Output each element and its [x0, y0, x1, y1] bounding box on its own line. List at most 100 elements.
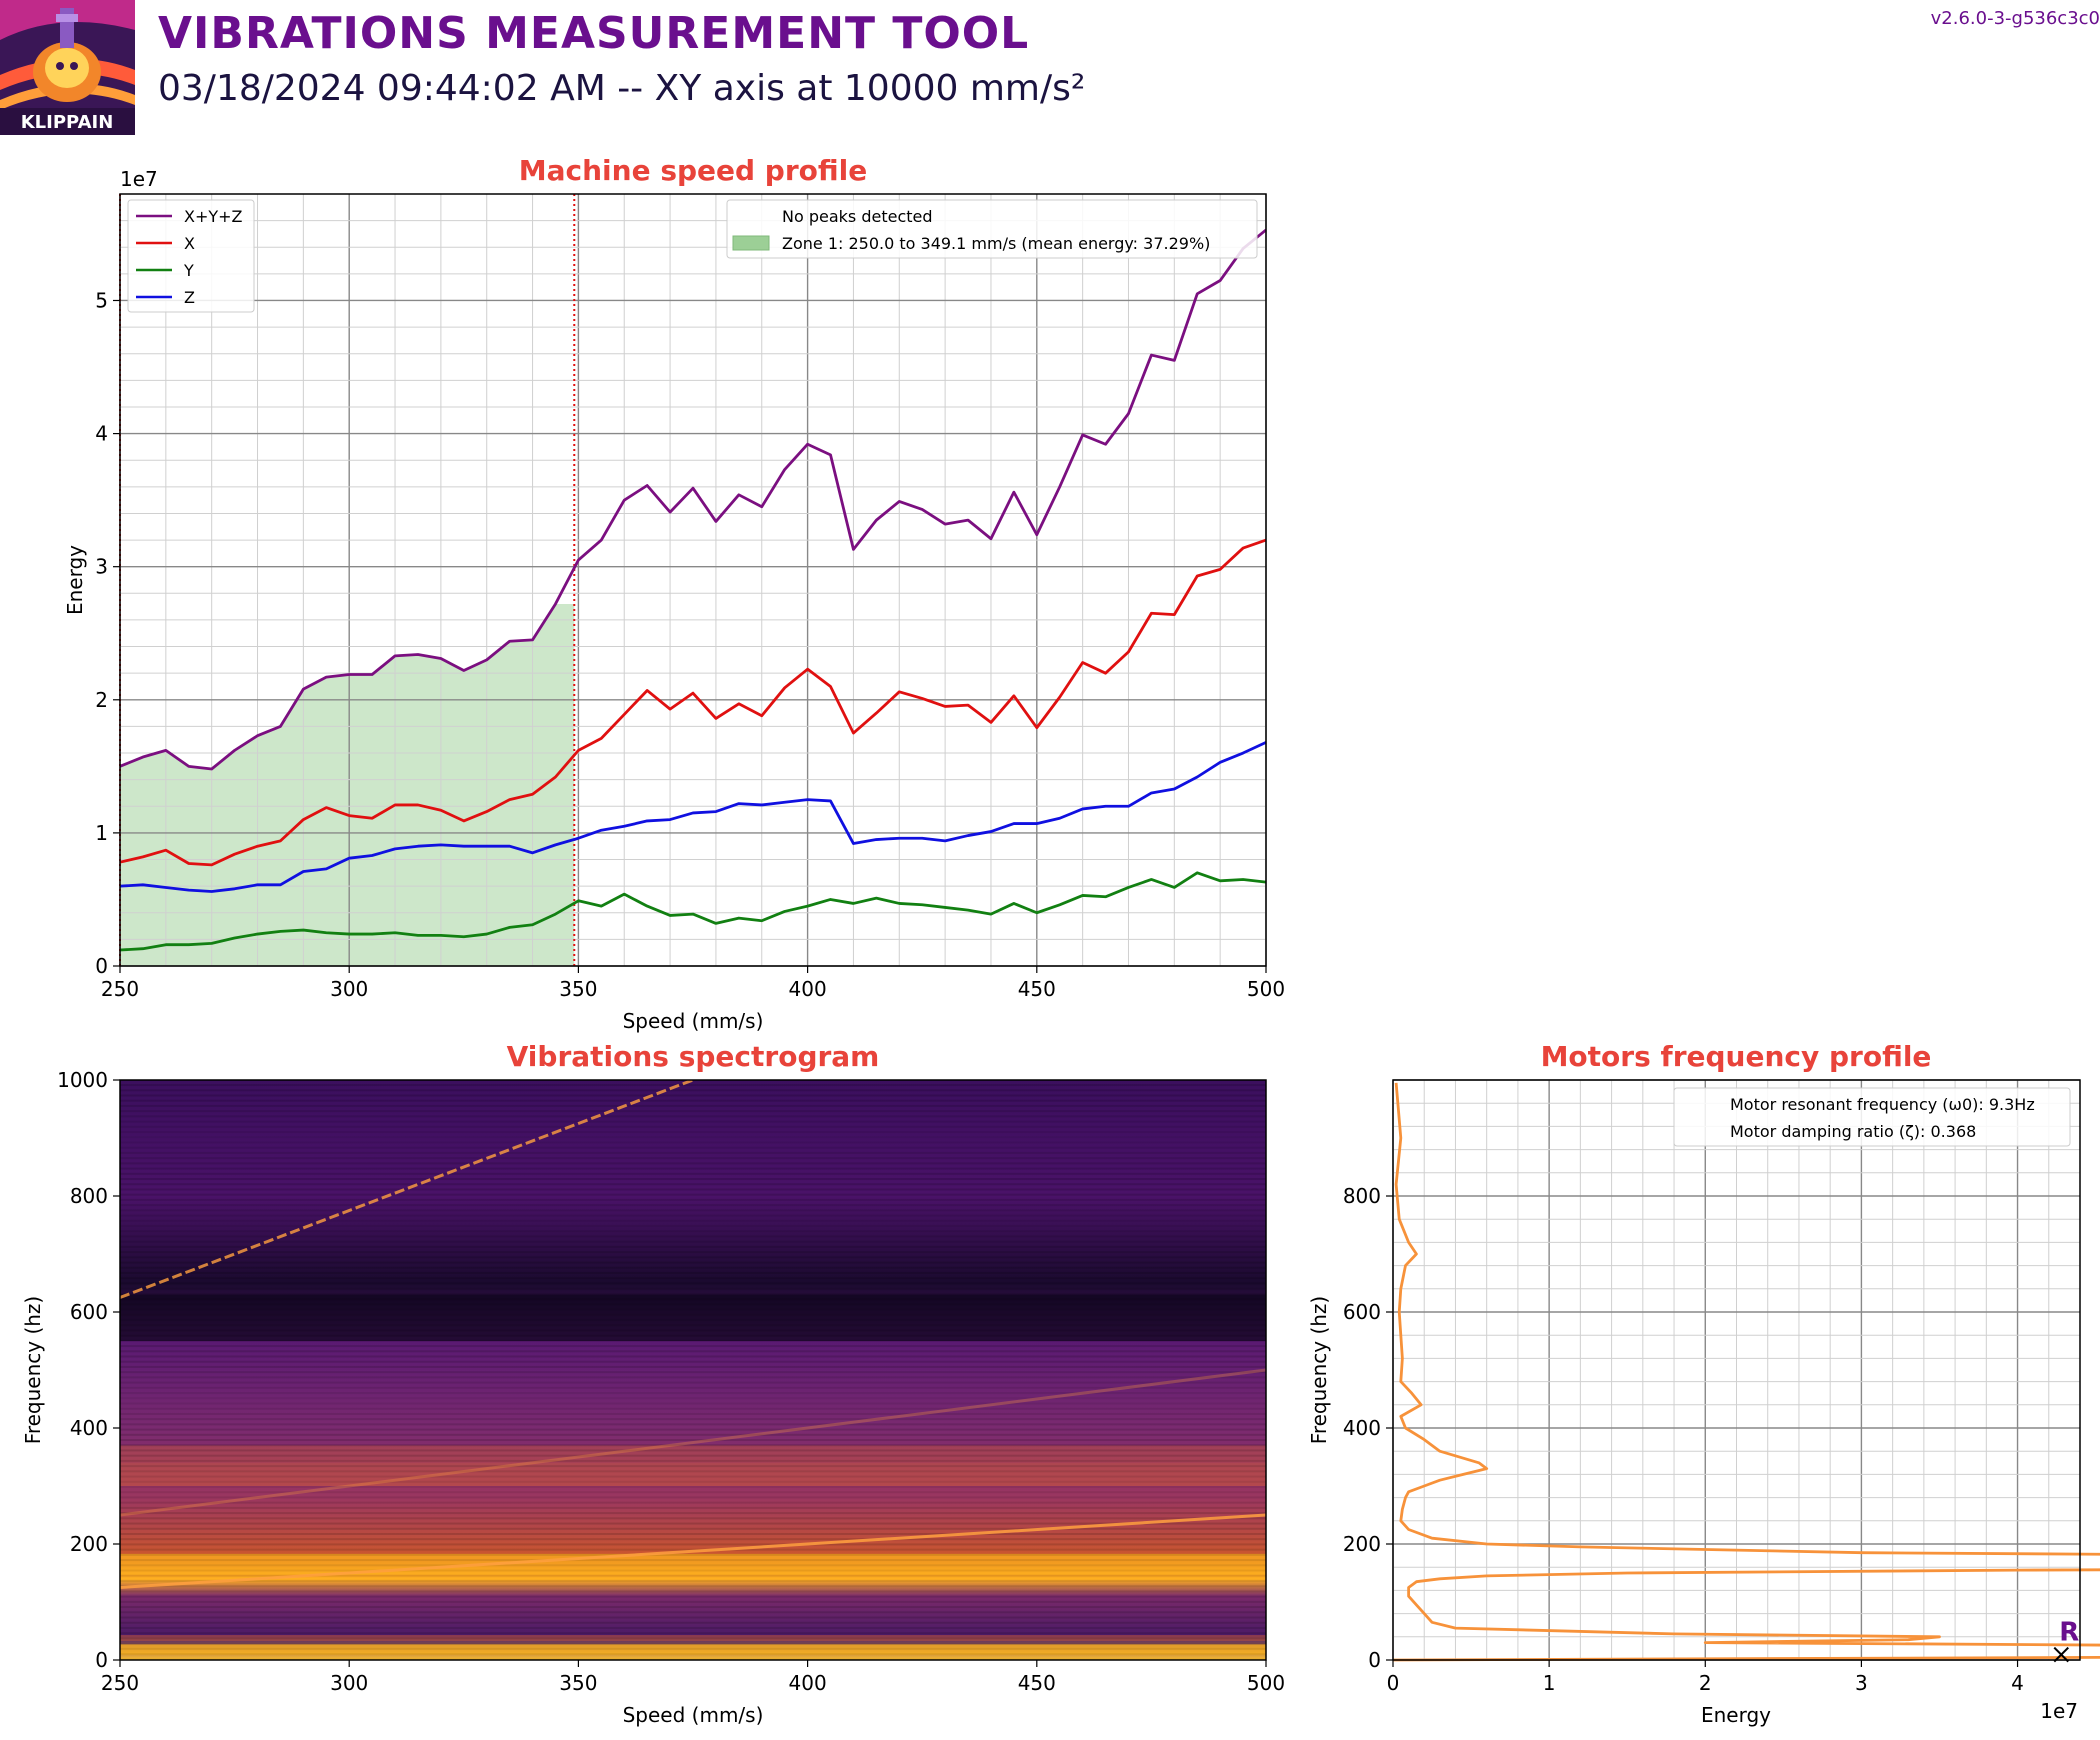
y-tick-label: 0 — [95, 1648, 108, 1672]
spectrogram-streak — [120, 1564, 1266, 1567]
legend-resonant-frequency: Motor resonant frequency (ω0): 9.3Hz — [1730, 1095, 2035, 1114]
x-tick-label: 3 — [1855, 1671, 1868, 1695]
spectrogram-streak — [120, 1611, 1266, 1614]
spectrogram-streak — [120, 1501, 1266, 1504]
y-tick-label: 200 — [1343, 1532, 1381, 1556]
version-label: v2.6.0-3-g536c3c0 — [1930, 8, 2100, 29]
spectrogram-streak — [120, 1334, 1266, 1337]
spectrogram-streak — [120, 1616, 1266, 1619]
spectrogram-streak — [120, 1397, 1266, 1400]
spectrogram-band-5 — [120, 1294, 1266, 1341]
speed-profile-chart: Machine speed profile 1e7 250 300 350 400 45… — [63, 154, 1285, 1033]
y-tick-label: 800 — [70, 1184, 108, 1208]
spectrogram-streak — [120, 1365, 1266, 1368]
spectrogram-streak — [120, 1522, 1266, 1525]
resonance-marker-label: R — [2059, 1618, 2079, 1648]
spectrogram-streak — [120, 1162, 1266, 1165]
y-tick-label: 600 — [70, 1300, 108, 1324]
spectrogram-streak — [120, 1517, 1266, 1520]
spectrogram-chart: Vibrations spectrogram 250 300 3 — [21, 1040, 1285, 1727]
spectrogram-streak — [120, 1423, 1266, 1426]
spectrogram-streak — [120, 1219, 1266, 1222]
x-tick-label: 350 — [559, 1671, 597, 1695]
speed-profile-xlabel: Speed (mm/s) — [623, 1009, 764, 1033]
y-tick-label: 400 — [1343, 1416, 1381, 1440]
spectrogram-streak — [120, 1506, 1266, 1509]
page-subtitle: 03/18/2024 09:44:02 AM -- XY axis at 100… — [158, 68, 1086, 109]
spectrogram-streak — [120, 1392, 1266, 1395]
y-tick-label: 800 — [1343, 1184, 1381, 1208]
spectrogram-xlabel: Speed (mm/s) — [623, 1703, 764, 1727]
spectrogram-streak — [120, 1157, 1266, 1160]
spectrogram-streak — [120, 1204, 1266, 1207]
spectrogram-streak — [120, 1454, 1266, 1457]
x-tick-label: 450 — [1018, 1671, 1056, 1695]
spectrogram-streak — [120, 1209, 1266, 1212]
spectrogram-streak — [120, 1355, 1266, 1358]
spectrogram-streak — [120, 1308, 1266, 1311]
motor-profile-chart: Motors frequency profile 0 1 2 3 4 0 200 400 60… — [1307, 1040, 2100, 1727]
legend-y: Y — [183, 261, 194, 280]
spectrogram-streak — [120, 1459, 1266, 1462]
spectrogram-streak — [120, 1653, 1266, 1656]
spectrogram-streak — [120, 1110, 1266, 1113]
spectrogram-band-3 — [120, 1462, 1266, 1486]
spectrogram-streak — [120, 1282, 1266, 1285]
speed-profile-legend-right: No peaks detected Zone 1: 250.0 to 349.1… — [726, 199, 1258, 259]
spectrogram-streak — [120, 1642, 1266, 1645]
spectrogram-streak — [120, 1658, 1266, 1660]
y-tick-label: 600 — [1343, 1300, 1381, 1324]
spectrogram-streak — [120, 1287, 1266, 1290]
x-tick-label: 1 — [1543, 1671, 1556, 1695]
spectrogram-streak — [120, 1407, 1266, 1410]
spectrogram-streak — [120, 1637, 1266, 1640]
spectrogram-streak — [120, 1559, 1266, 1562]
x-tick-label: 400 — [789, 977, 827, 1001]
spectrogram-streak — [120, 1548, 1266, 1551]
spectrogram-streak — [120, 1371, 1266, 1374]
spectrogram-streak — [120, 1585, 1266, 1588]
x-tick-label: 300 — [330, 1671, 368, 1695]
spectrogram-band-4 — [120, 1445, 1266, 1463]
spectrogram-streak — [120, 1120, 1266, 1123]
spectrogram-streak — [120, 1214, 1266, 1217]
motor-profile-title: Motors frequency profile — [1541, 1040, 1932, 1073]
motor-profile-legend: Motor resonant frequency (ω0): 9.3Hz Mot… — [1673, 1087, 2071, 1147]
spectrogram-streak — [120, 1350, 1266, 1353]
spectrogram-streak — [120, 1402, 1266, 1405]
x-tick-label: 2 — [1699, 1671, 1712, 1695]
spectrogram-harmonic-1 — [120, 1080, 694, 1299]
logo-text: KLIPPAIN — [21, 112, 114, 133]
spectrogram-streak — [120, 1324, 1266, 1327]
y-tick-label: 400 — [70, 1416, 108, 1440]
y-tick-label: 2 — [95, 688, 108, 712]
speed-profile-legend-left: X+Y+Z X Y Z — [127, 199, 255, 313]
spectrogram-streak — [120, 1271, 1266, 1274]
spectrogram-streak — [120, 1167, 1266, 1170]
spectrogram-band-0 — [120, 1644, 1266, 1655]
spectrogram-streak — [120, 1381, 1266, 1384]
spectrogram-band-1 — [120, 1635, 1266, 1641]
x-tick-label: 250 — [101, 1671, 139, 1695]
series-x — [119, 538, 1267, 867]
spectrogram-streak — [120, 1449, 1266, 1452]
spectrogram-streak — [120, 1444, 1266, 1447]
spectrogram-streak — [120, 1292, 1266, 1295]
speed-profile-title: Machine speed profile — [519, 154, 867, 187]
series-xyz — [119, 228, 1267, 771]
spectrogram-streak — [120, 1527, 1266, 1530]
motor-profile-xlabel: Energy — [1701, 1703, 1771, 1727]
spectrogram-streak — [120, 1647, 1266, 1650]
y-tick-label: 5 — [95, 288, 108, 312]
spectrogram-streak — [120, 1277, 1266, 1280]
y-tick-label: 0 — [1368, 1648, 1381, 1672]
speed-profile-ylabel: Energy — [63, 545, 87, 615]
spectrogram-streak — [120, 1225, 1266, 1227]
spectrogram-streak — [120, 1146, 1266, 1149]
spectrogram-streak — [120, 1606, 1266, 1609]
x-tick-label: 300 — [330, 977, 368, 1001]
legend-no-peaks: No peaks detected — [782, 207, 933, 226]
spectrogram-streak — [120, 1303, 1266, 1306]
spectrogram-ylabel: Frequency (hz) — [21, 1296, 45, 1444]
spectrogram-streak — [120, 1251, 1266, 1254]
